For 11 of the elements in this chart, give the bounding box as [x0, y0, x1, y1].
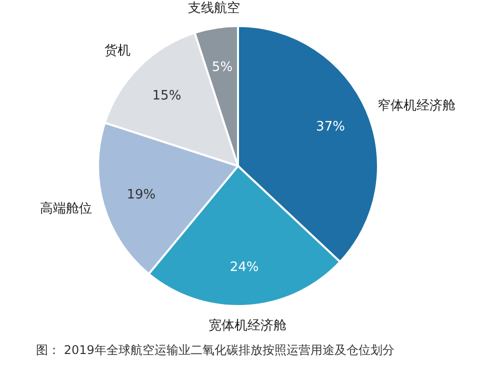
slice-label: 窄体机经济舱: [378, 98, 456, 114]
data-label: 24%: [230, 260, 259, 276]
slice-label: 货机: [104, 44, 131, 59]
data-label: 19%: [126, 188, 156, 203]
text: 图： 2019年全球航空运输业二氧化碳排放按照运营用途及仓位划分: [36, 343, 394, 357]
data-label: 15%: [152, 88, 182, 104]
data-label: 37%: [316, 120, 345, 135]
slice-label: 高端舱位: [40, 200, 92, 216]
data-label: 5%: [212, 60, 233, 75]
slice-label: 宽体机经济舱: [208, 318, 287, 334]
slice-label: 支线航空: [188, 0, 240, 16]
